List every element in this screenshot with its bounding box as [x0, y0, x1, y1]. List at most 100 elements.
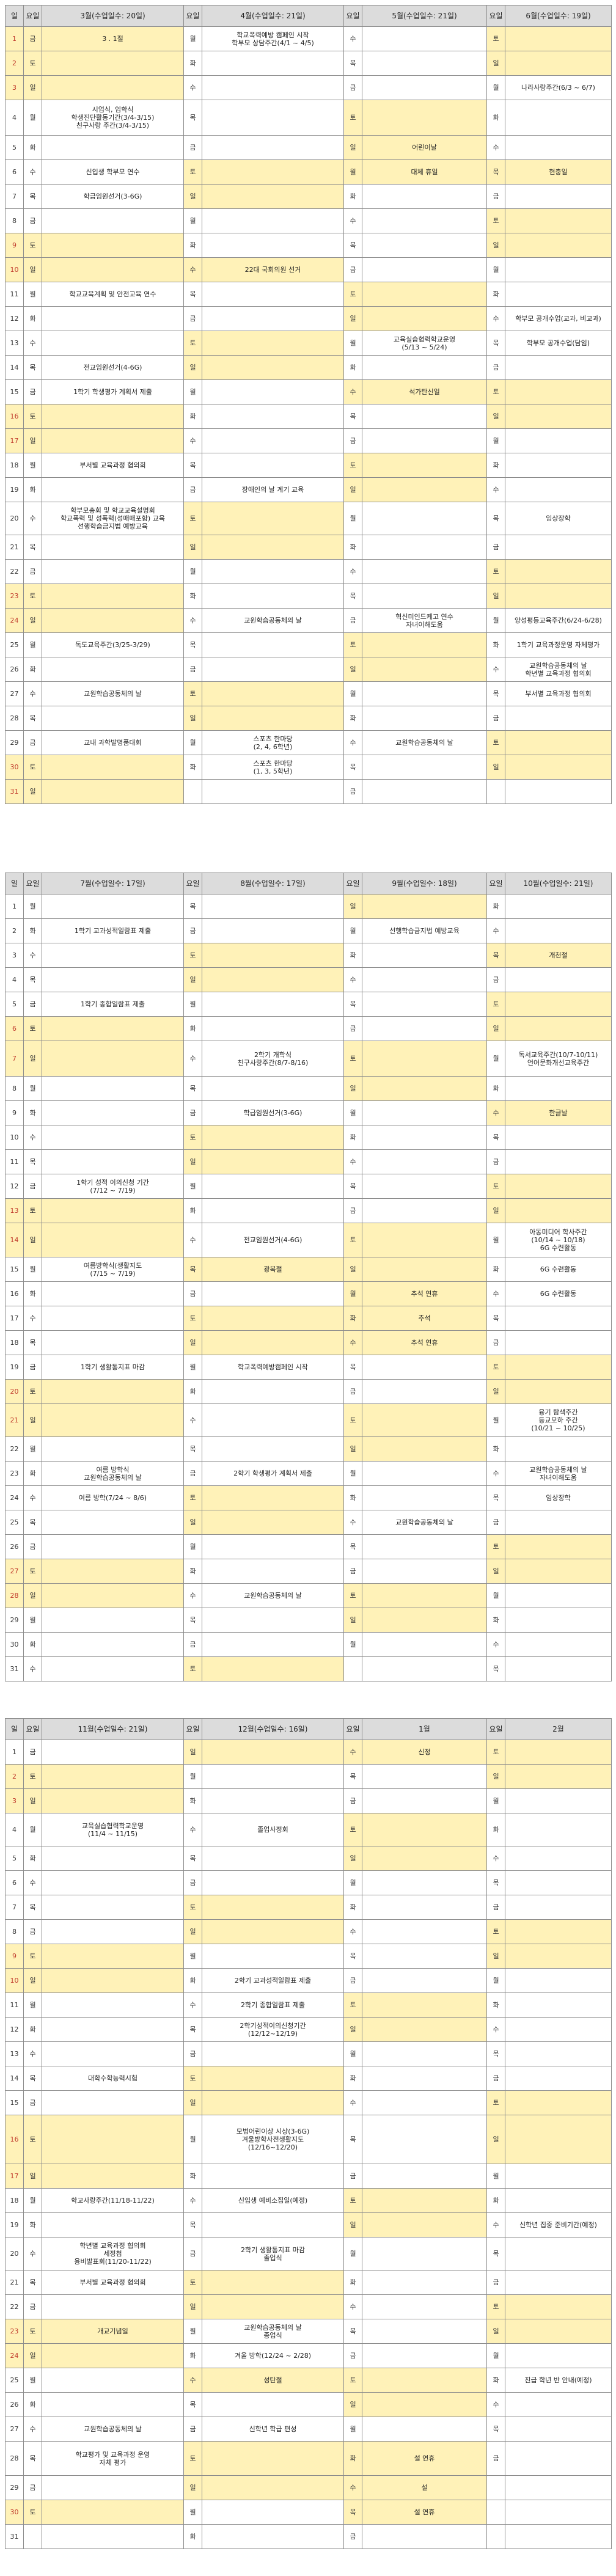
- weekday-cell: 일: [343, 306, 362, 331]
- weekday-cell: 수: [23, 1125, 42, 1150]
- event-cell: [202, 632, 344, 657]
- empty-cell: [362, 1656, 487, 1681]
- event-cell: [42, 2212, 184, 2238]
- weekday-cell: 월: [343, 502, 362, 535]
- day-number: 16: [5, 404, 24, 429]
- event-cell: [505, 2417, 612, 2442]
- day-number: 30: [5, 2500, 24, 2525]
- weekday-cell: 목: [486, 2041, 505, 2066]
- event-cell: [505, 282, 612, 307]
- table-row: 12 화 금 일 수 학부모 공개수업(교과, 비교과): [5, 306, 612, 331]
- event-cell: [42, 706, 184, 731]
- day-number: 23: [5, 2319, 24, 2344]
- weekday-cell: 수: [183, 428, 202, 453]
- event-cell: [362, 51, 487, 76]
- weekday-cell: 일: [486, 51, 505, 76]
- weekday-cell: 토: [486, 1174, 505, 1199]
- event-cell: 교원학습공동체의 날: [202, 608, 344, 633]
- day-number: 29: [5, 1608, 24, 1633]
- empty-cell: [486, 779, 505, 804]
- event-cell: [505, 559, 612, 584]
- event-cell: 1학기 생활통지표 마감: [42, 1355, 184, 1380]
- weekday-cell: 금: [343, 1198, 362, 1223]
- event-cell: [362, 2041, 487, 2066]
- day-number: 28: [5, 1583, 24, 1608]
- event-cell: 2학기성적이의신청기간 (12/12~12/19): [202, 2017, 344, 2042]
- weekday-cell: 금: [183, 1461, 202, 1486]
- event-cell: [362, 1534, 487, 1559]
- day-number: 31: [5, 2524, 24, 2549]
- day-number: 3: [5, 943, 24, 968]
- table-row: 11 월 학교교육계획 및 안전교육 연수 목 토 화: [5, 282, 612, 307]
- event-cell: [362, 2319, 487, 2344]
- event-cell: [202, 1485, 344, 1510]
- event-cell: [362, 1403, 487, 1437]
- event-cell: [505, 730, 612, 755]
- weekday-cell: 일: [343, 1608, 362, 1633]
- weekday-cell: 일: [23, 779, 42, 804]
- table-row: 17 수 토 화 추석 목: [5, 1306, 612, 1331]
- event-cell: [505, 1656, 612, 1681]
- weekday-cell: 수: [486, 135, 505, 160]
- table-row: 29 월 목 일 화: [5, 1608, 612, 1633]
- event-cell: [202, 1919, 344, 1944]
- weekday-cell: 토: [343, 1813, 362, 1846]
- event-cell: [505, 1306, 612, 1331]
- event-cell: 교원학습공동체의 날: [42, 681, 184, 706]
- weekday-cell: 수: [23, 1870, 42, 1895]
- event-cell: [505, 379, 612, 404]
- weekday-cell: 화: [486, 453, 505, 478]
- event-cell: [362, 2115, 487, 2164]
- event-cell: 신입생 예비소집일(예정): [202, 2188, 344, 2213]
- event-cell: 부서별 교육과정 협의회: [505, 681, 612, 706]
- event-cell: [362, 2212, 487, 2238]
- weekday-cell: 일: [343, 1076, 362, 1101]
- event-cell: [42, 559, 184, 584]
- event-cell: [362, 1968, 487, 1993]
- event-cell: [42, 1870, 184, 1895]
- table-row: 17 일 화 금 월: [5, 2164, 612, 2189]
- table-row: 15 금 1학기 학생평가 계획서 제출 월 수 석가탄신일 토: [5, 379, 612, 404]
- table-row: 20 수 학년별 교육과정 협의회 세정첩 융비발표회(11/20-11/22) 금 2…: [5, 2237, 612, 2270]
- table-row: 30 토 월 목 설 연휴: [5, 2500, 612, 2525]
- weekday-cell: 토: [23, 1764, 42, 1789]
- weekday-cell: 화: [183, 2164, 202, 2189]
- weekday-cell: 토: [343, 282, 362, 307]
- weekday-cell: 일: [343, 1846, 362, 1871]
- weekday-cell: 화: [486, 1076, 505, 1101]
- weekday-cell: 일: [343, 477, 362, 502]
- event-cell: [362, 453, 487, 478]
- weekday-cell: 화: [183, 755, 202, 780]
- event-cell: [362, 2188, 487, 2213]
- weekday-cell: 토: [486, 730, 505, 755]
- weekday-cell: 월: [343, 2041, 362, 2066]
- day-number: 7: [5, 184, 24, 209]
- weekday-cell: 수: [343, 2475, 362, 2500]
- weekday-cell: 금: [183, 2041, 202, 2066]
- day-number: 12: [5, 2017, 24, 2042]
- weekday-cell: 목: [23, 184, 42, 209]
- table-row: 13 토 화 금 일: [5, 1198, 612, 1223]
- event-cell: [505, 1559, 612, 1584]
- event-cell: [505, 755, 612, 780]
- weekday-cell: 화: [183, 1788, 202, 1813]
- weekday-cell: 목: [183, 100, 202, 136]
- weekday-cell: 금: [343, 1968, 362, 1993]
- event-cell: [202, 2392, 344, 2417]
- weekday-cell: 목: [343, 1534, 362, 1559]
- day-number: 3: [5, 75, 24, 100]
- day-number: 26: [5, 1534, 24, 1559]
- event-cell: [505, 2115, 612, 2164]
- event-cell: [42, 1100, 184, 1125]
- day-number: 24: [5, 2343, 24, 2368]
- event-cell: [42, 1510, 184, 1535]
- event-cell: [42, 1559, 184, 1584]
- table-row: 14 일 수 전교임원선거(4-6G) 토 월 아동미디어 학사주간 (10/14 ~ 10…: [5, 1223, 612, 1257]
- weekday-cell: 월: [23, 453, 42, 478]
- table-row: 15 금 일 수 토: [5, 2090, 612, 2115]
- event-cell: [42, 208, 184, 233]
- event-cell: [362, 1895, 487, 1920]
- event-cell: 졸업사정회: [202, 1813, 344, 1846]
- weekday-cell: 금: [343, 2164, 362, 2189]
- month-header: 6월(수업일수: 19일): [505, 5, 612, 27]
